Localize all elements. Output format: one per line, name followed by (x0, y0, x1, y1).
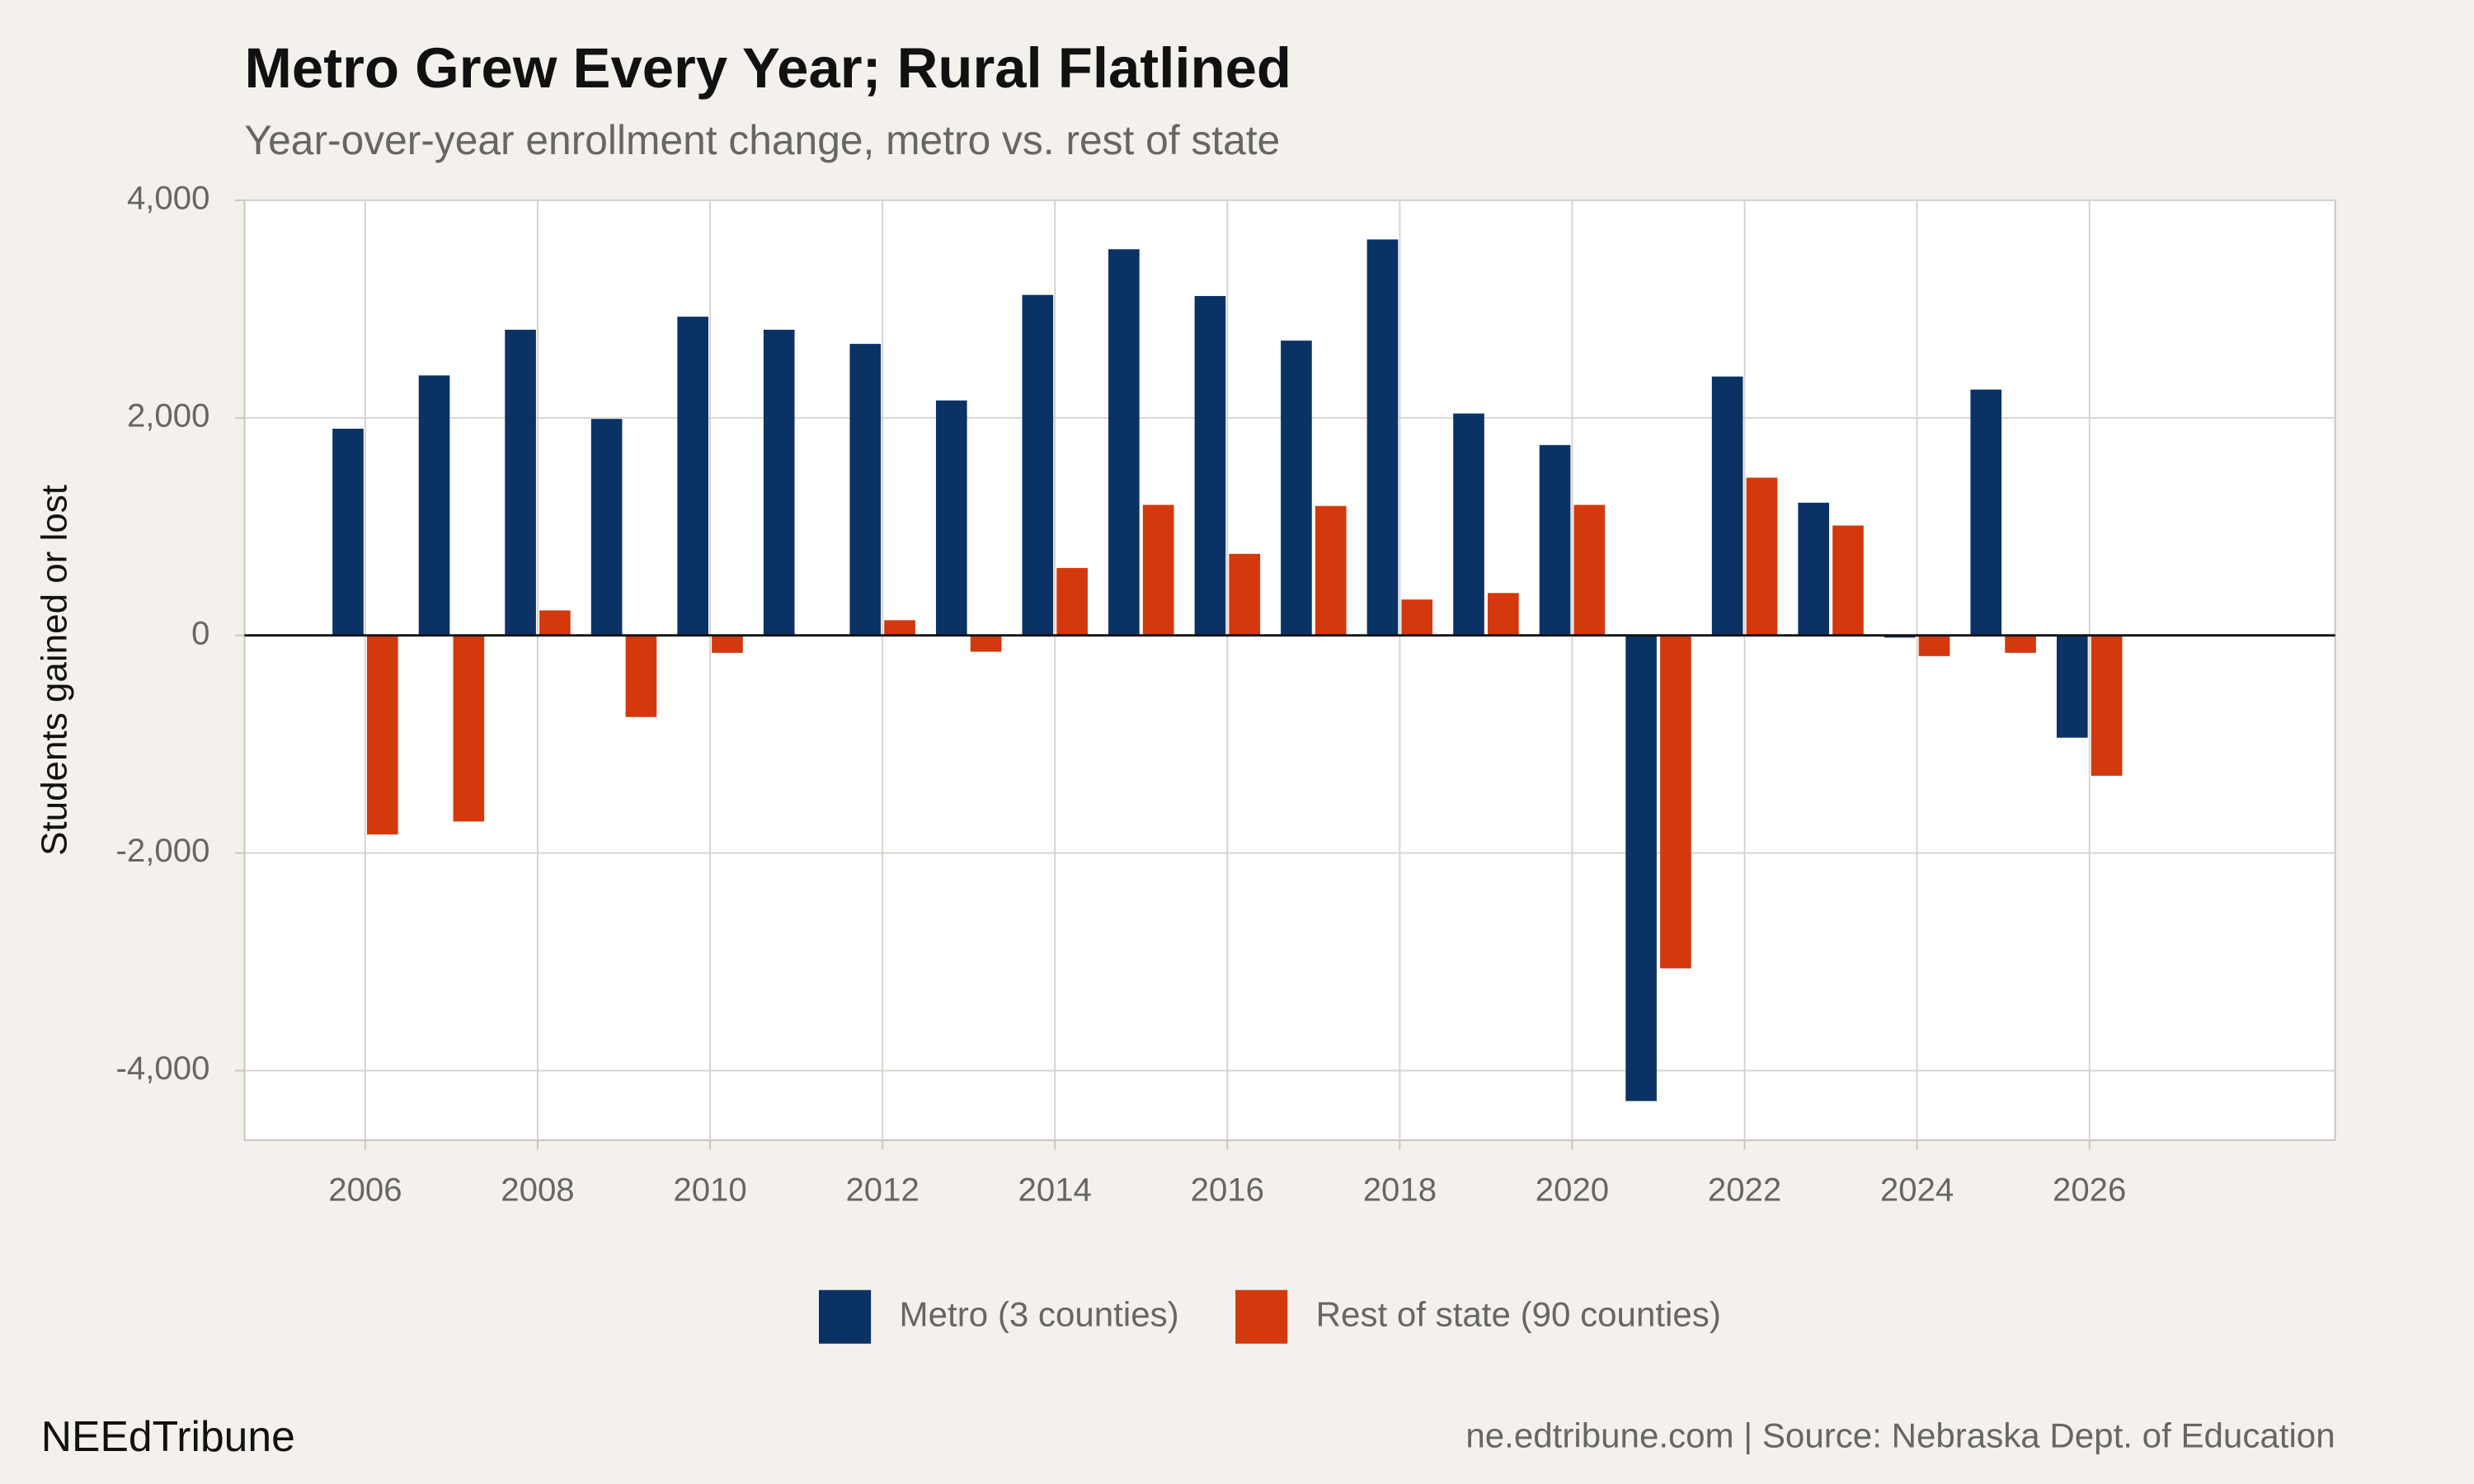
bar (1539, 444, 1571, 636)
legend-label: Metro (3 counties) (900, 1294, 1179, 1333)
bar (1711, 376, 1743, 636)
bar (1918, 635, 1950, 656)
x-tick-label: 2018 (1363, 1172, 1437, 1209)
x-tick-label: 2026 (2053, 1172, 2126, 1209)
bar (539, 610, 571, 636)
chart-title: Metro Grew Every Year; Rural Flatlined (245, 36, 1291, 100)
x-tick-label: 2016 (1191, 1172, 1264, 1209)
y-tick-label: 0 (191, 614, 209, 651)
bar (970, 635, 1002, 652)
bar (1660, 635, 1691, 969)
bar (1108, 249, 1140, 636)
legend-swatch (818, 1289, 872, 1344)
bar (1573, 505, 1606, 636)
bar (505, 329, 536, 636)
y-tick-label: -4,000 (116, 1050, 210, 1087)
x-tick-label: 2022 (1708, 1172, 1781, 1209)
bar (2005, 635, 2036, 653)
bar (367, 635, 398, 835)
x-tick-label: 2014 (1018, 1172, 1092, 1209)
legend-label: Rest of state (90 counties) (1316, 1294, 1721, 1333)
bar (884, 620, 915, 636)
x-tick-label: 2024 (1880, 1172, 1954, 1209)
bar (1625, 635, 1657, 1101)
y-tick-label: 4,000 (127, 180, 210, 217)
x-tick-label: 2020 (1536, 1172, 1609, 1209)
bar (1746, 477, 1778, 636)
bar (1315, 505, 1347, 636)
bar (332, 429, 364, 636)
y-tick-label: -2,000 (116, 832, 210, 869)
bar (590, 419, 623, 636)
bar (2091, 635, 2123, 776)
bar (2056, 635, 2088, 738)
chart-subtitle: Year-over-year enrollment change, metro … (245, 117, 1281, 163)
bar (1401, 599, 1433, 636)
bar (1366, 239, 1399, 636)
bar (712, 635, 743, 653)
x-tick-label: 2006 (328, 1172, 402, 1209)
bar (1281, 340, 1312, 636)
x-tick-label: 2008 (501, 1172, 574, 1209)
legend-swatch (1235, 1289, 1288, 1344)
bar (1832, 525, 1864, 636)
bar (1056, 567, 1088, 636)
bar (935, 400, 967, 636)
bar (1022, 294, 1054, 636)
y-axis-title: Students gained or lost (34, 485, 74, 856)
bar (849, 344, 882, 636)
bar (1453, 413, 1484, 636)
bar (1798, 502, 1829, 636)
bar (1488, 593, 1519, 636)
bar (625, 635, 657, 717)
bar (418, 375, 450, 636)
x-tick-label: 2010 (673, 1172, 746, 1209)
bar (1970, 389, 2002, 636)
bar (677, 317, 708, 636)
bar (763, 329, 795, 636)
y-tick-label: 2,000 (127, 397, 210, 434)
bar (453, 635, 485, 822)
brand: NEEdTribune (41, 1412, 295, 1460)
x-tick-label: 2012 (845, 1172, 919, 1209)
source-note: ne.edtribune.com | Source: Nebraska Dept… (1465, 1416, 2335, 1455)
bar (1142, 505, 1174, 636)
bar (1229, 553, 1261, 636)
bar (1194, 296, 1226, 636)
